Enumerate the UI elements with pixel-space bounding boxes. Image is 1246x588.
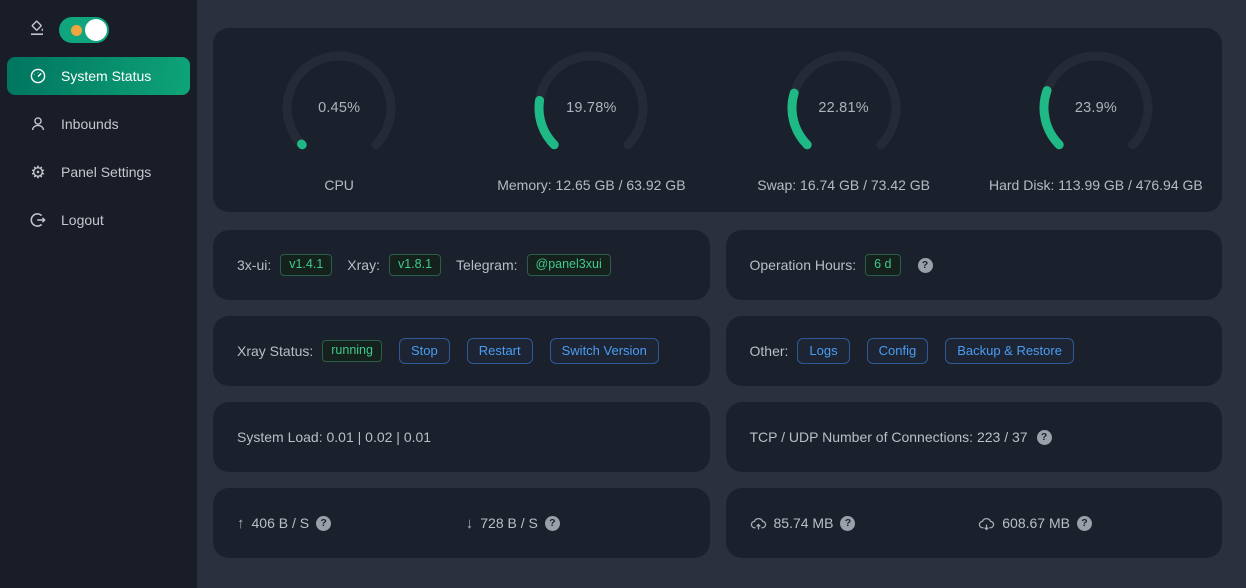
dark-theme-switch[interactable] [59,17,109,43]
sidebar: System Status Inbounds ⚙ Panel Settings [0,0,197,588]
other-actions-card: Other: Logs Config Backup & Restore [725,316,1222,386]
telegram-tag[interactable]: @panel3xui [526,254,611,276]
total-download-value: 608.67 MB [1002,515,1070,531]
sidebar-item-inbounds[interactable]: Inbounds [7,105,190,143]
gauge-caption: Swap: 16.74 GB / 73.42 GB [757,176,931,193]
gauge-caption: Memory: 12.65 GB / 63.92 GB [497,176,686,193]
arrow-down-icon: ↓ [465,514,474,532]
help-icon[interactable]: ? [917,257,933,273]
help-icon[interactable]: ? [840,515,856,531]
total-upload-value: 85.74 MB [773,515,834,531]
uptime-card: Operation Hours: 6 d ? [725,230,1222,300]
telegram-label: Telegram: [456,257,518,273]
restart-button[interactable]: Restart [466,338,533,364]
dashboard-icon [29,67,47,85]
network-total-card: 85.74 MB ? 608.67 MB ? [725,488,1222,558]
help-icon[interactable]: ? [316,515,332,531]
system-load-text: System Load: 0.01 | 0.02 | 0.01 [237,429,432,445]
gauge-percent: 23.9% [1074,99,1117,116]
xray-version-label: Xray: [347,257,380,273]
connections-text: TCP / UDP Number of Connections: 223 / 3… [749,429,1028,445]
xray-status-label: Xray Status: [237,343,314,359]
app-version-tag: v1.4.1 [280,254,333,276]
sidebar-item-system-status[interactable]: System Status [7,57,190,95]
disk-gauge: 23.9% Hard Disk: 113.99 GB / 476.94 GB [970,48,1222,193]
info-grid: 3x-ui: v1.4.1 Xray: v1.8.1 Telegram: @pa… [213,230,1222,558]
sun-icon [71,24,82,36]
backup-restore-button[interactable]: Backup & Restore [945,338,1074,364]
system-status-page: 0.45% CPU 19.78% Memory: 12.65 GB / 63.9… [197,0,1246,588]
swap-gauge: 22.81% Swap: 16.74 GB / 73.42 GB [718,48,970,193]
total-download: 608.67 MB ? [978,515,1198,532]
uptime-label: Operation Hours: [749,257,857,273]
switch-version-button[interactable]: Switch Version [549,338,659,364]
theme-toggle-row [0,0,197,57]
upload-speed: ↑ 406 B / S ? [237,515,457,532]
help-icon[interactable]: ? [544,515,560,531]
gauge-caption: Hard Disk: 113.99 GB / 476.94 GB [989,176,1203,193]
sidebar-item-label: Logout [61,212,104,228]
gear-icon: ⚙ [30,162,46,182]
gauge-percent: 0.45% [318,99,361,116]
switch-knob [85,19,107,41]
user-icon [29,115,47,133]
versions-card: 3x-ui: v1.4.1 Xray: v1.8.1 Telegram: @pa… [213,230,710,300]
sidebar-item-label: System Status [61,68,152,84]
gauge-percent: 22.81% [818,99,869,116]
help-icon[interactable]: ? [1076,515,1092,531]
gauge-percent: 19.78% [566,99,617,116]
sidebar-item-label: Inbounds [61,116,119,132]
memory-gauge: 19.78% Memory: 12.65 GB / 63.92 GB [465,48,717,193]
sidebar-menu: System Status Inbounds ⚙ Panel Settings [0,57,197,239]
xray-status-card: Xray Status: running Stop Restart Switch… [213,316,710,386]
app-version-label: 3x-ui: [237,257,272,273]
logout-icon [29,211,47,229]
resource-gauges-card: 0.45% CPU 19.78% Memory: 12.65 GB / 63.9… [213,28,1222,212]
cloud-upload-icon [750,515,767,532]
network-speed-card: ↑ 406 B / S ? ↓ 728 B / S ? [213,488,710,558]
download-speed-value: 728 B / S [480,515,538,531]
other-label: Other: [749,343,789,359]
stop-button[interactable]: Stop [398,338,450,364]
uptime-tag: 6 d [865,254,901,276]
upload-speed-value: 406 B / S [251,515,310,531]
help-icon[interactable]: ? [1036,429,1052,445]
xray-version-tag: v1.8.1 [388,254,442,276]
gauge-caption: CPU [324,176,354,193]
logs-button[interactable]: Logs [797,338,850,364]
total-upload: 85.74 MB ? [750,515,970,532]
system-load-card: System Load: 0.01 | 0.02 | 0.01 [213,402,710,472]
cloud-download-icon [978,515,995,532]
paint-fill-icon [28,19,46,42]
sidebar-item-panel-settings[interactable]: ⚙ Panel Settings [7,153,190,191]
arrow-up-icon: ↑ [237,514,245,532]
xray-status-tag: running [322,340,382,362]
sidebar-item-label: Panel Settings [61,164,152,180]
download-speed: ↓ 728 B / S ? [466,515,686,532]
sidebar-item-logout[interactable]: Logout [7,201,190,239]
cpu-gauge: 0.45% CPU [213,48,465,193]
connections-card: TCP / UDP Number of Connections: 223 / 3… [725,402,1222,472]
config-button[interactable]: Config [866,338,929,364]
